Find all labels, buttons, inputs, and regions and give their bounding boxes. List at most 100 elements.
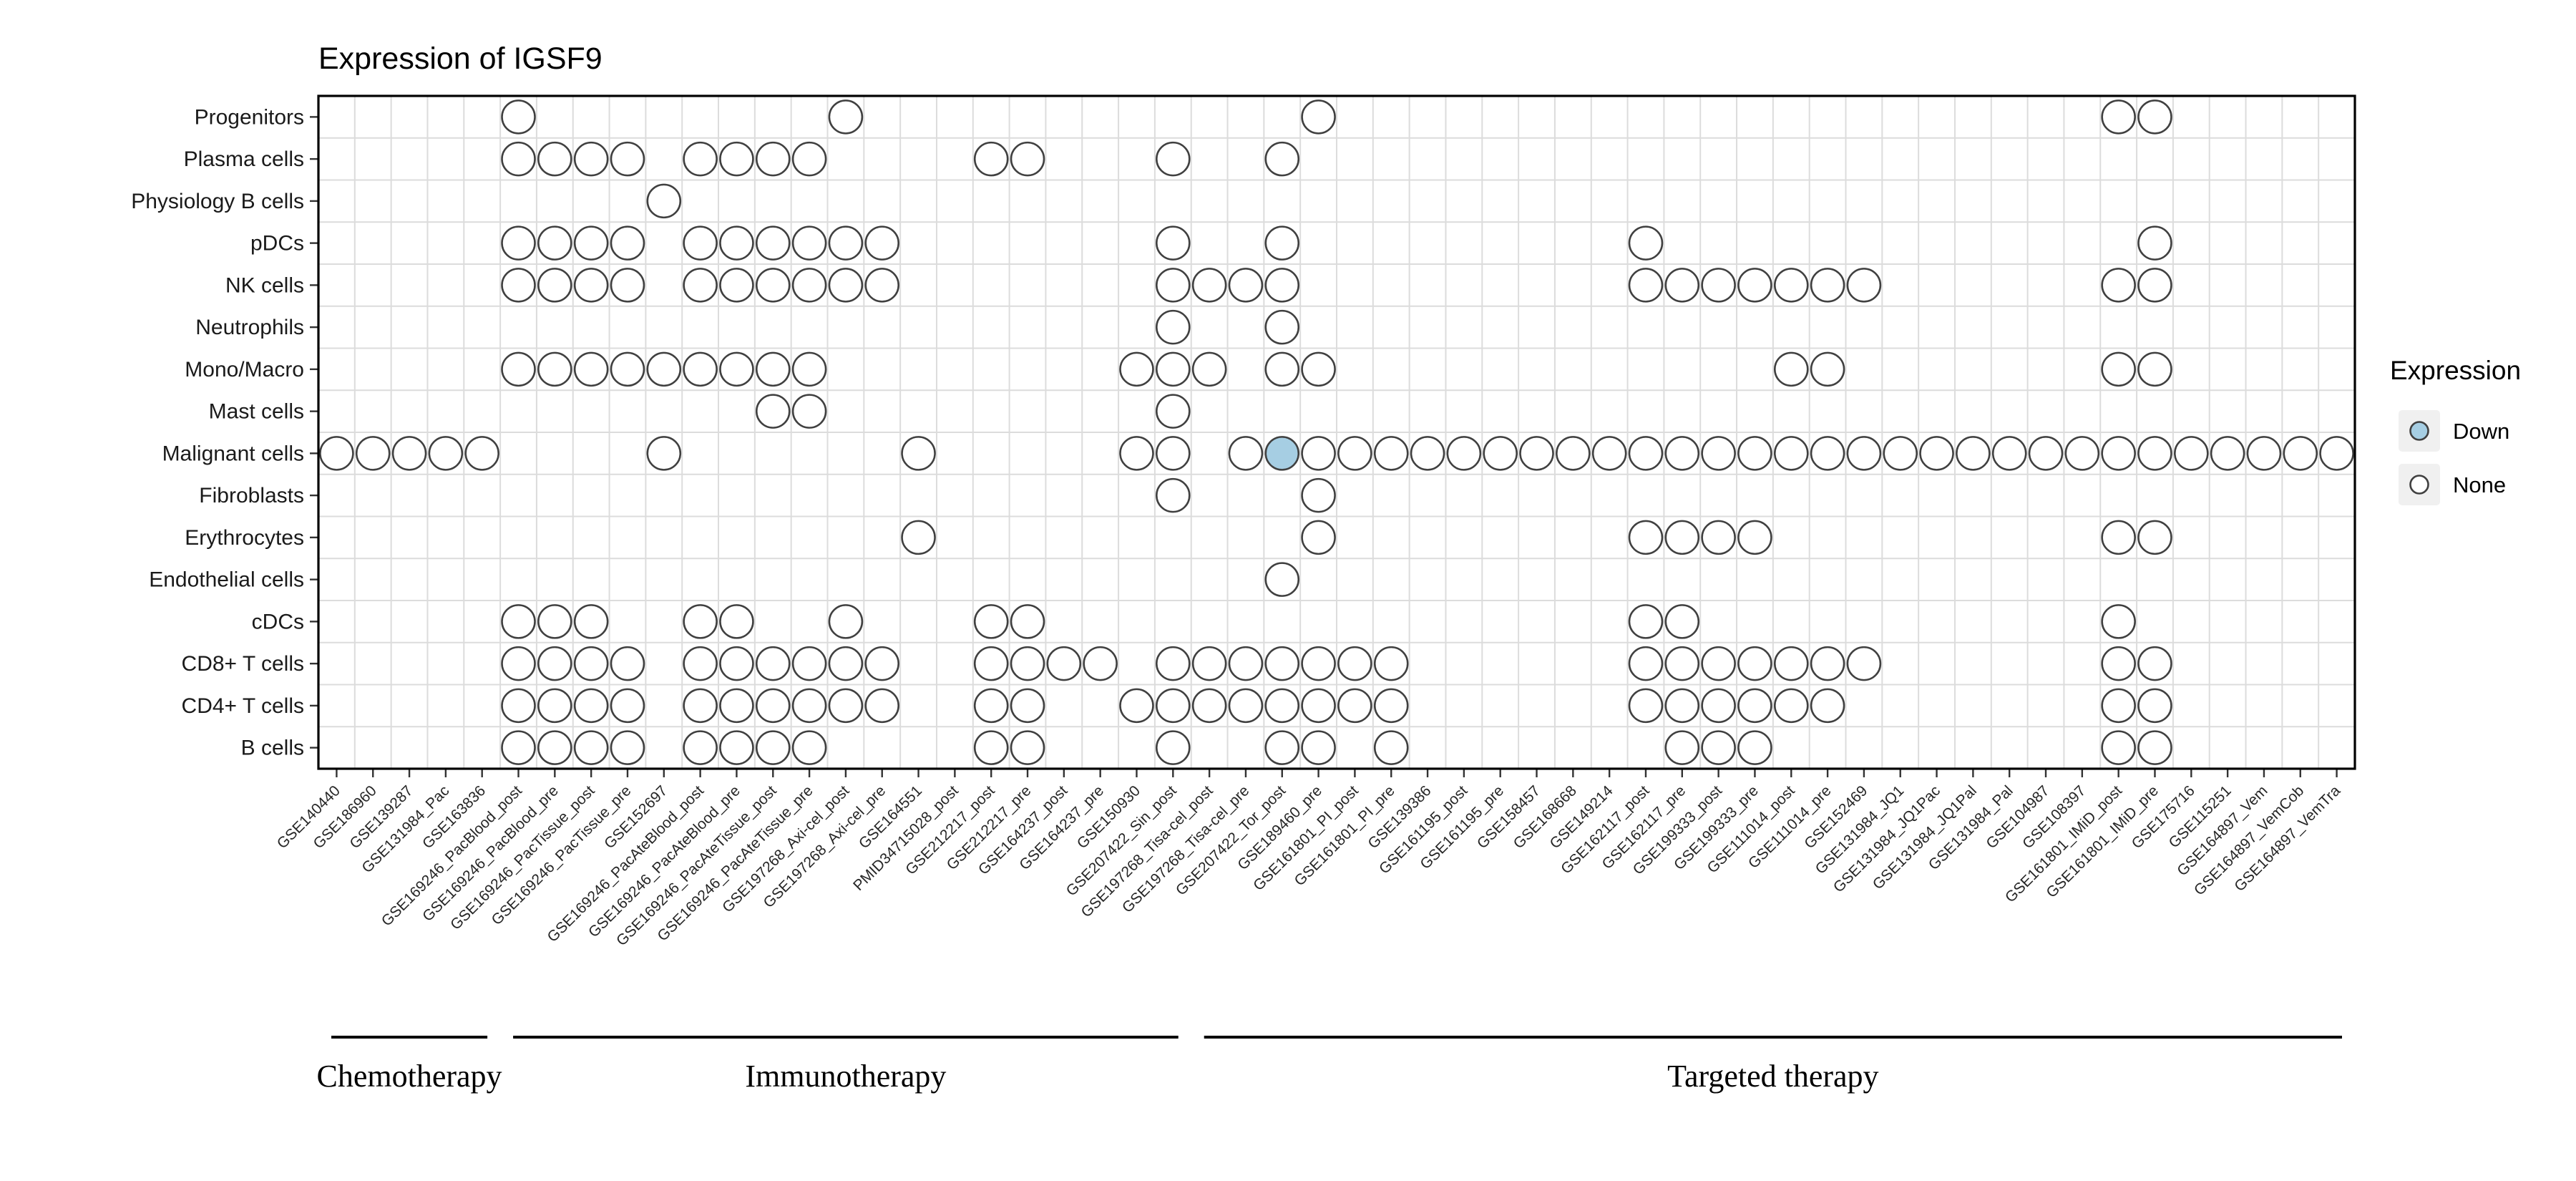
expression-dot-none: [573, 688, 609, 724]
expression-dot-none: [1701, 268, 1736, 303]
expression-dot-none: [828, 225, 864, 261]
y-axis-label: Mono/Macro: [185, 358, 304, 381]
expression-dot-none: [1373, 688, 1409, 724]
y-axis-label: Plasma cells: [184, 147, 304, 171]
expression-dot-none: [610, 141, 645, 177]
expression-dot-none: [610, 688, 645, 724]
expression-dot-none: [537, 730, 572, 765]
expression-dot-none: [791, 394, 827, 429]
expression-dot-none: [537, 351, 572, 387]
expression-dot-none: [1664, 604, 1700, 639]
expression-dot-none: [1156, 436, 1191, 471]
expression-dot-none: [1701, 436, 1736, 471]
expression-dot-none: [1156, 730, 1191, 765]
expression-dot-none: [828, 688, 864, 724]
expression-dot-none: [755, 394, 791, 429]
expression-dot-none: [537, 268, 572, 303]
expression-dot-none: [1737, 730, 1772, 765]
expression-dot-none: [1701, 646, 1736, 681]
expression-dot-none: [1337, 688, 1372, 724]
expression-dot-none: [2137, 730, 2172, 765]
y-axis-label: pDCs: [250, 232, 304, 256]
expression-dot-none: [1773, 688, 1809, 724]
expression-dot-none: [1301, 730, 1336, 765]
expression-dot-none: [464, 436, 499, 471]
expression-dot-none: [1191, 268, 1227, 303]
expression-dot-none: [1373, 646, 1409, 681]
expression-dot-none: [1156, 268, 1191, 303]
expression-dot-none: [1446, 436, 1482, 471]
expression-dot-none: [973, 688, 1009, 724]
expression-dot-none: [319, 436, 354, 471]
expression-dot-none: [2210, 436, 2245, 471]
expression-dot-none: [1301, 477, 1336, 513]
expression-dot-none: [1628, 646, 1664, 681]
expression-dot-none: [2064, 436, 2100, 471]
expression-dot-none: [610, 646, 645, 681]
expression-dot-none: [646, 351, 682, 387]
expression-dot-none: [683, 268, 718, 303]
expression-dot-none: [1337, 646, 1372, 681]
expression-dot-none: [573, 604, 609, 639]
expression-dot-none: [1010, 688, 1045, 724]
expression-dot-none: [973, 730, 1009, 765]
expression-dot-none: [1156, 225, 1191, 261]
expression-dot-none: [1083, 646, 1118, 681]
expression-dot-none: [2101, 646, 2136, 681]
y-axis-label: CD8+ T cells: [182, 652, 304, 676]
expression-dot-none: [2101, 604, 2136, 639]
expression-dot-none: [1701, 520, 1736, 555]
expression-dot-none: [501, 141, 536, 177]
expression-dot-none: [1373, 730, 1409, 765]
legend-none-dot: [2409, 475, 2429, 495]
expression-dot-none: [1119, 688, 1154, 724]
expression-dot-none: [501, 225, 536, 261]
expression-dot-none: [719, 730, 754, 765]
y-axis-label: Erythrocytes: [185, 526, 304, 550]
expression-dot-none: [1846, 436, 1882, 471]
expression-dot-down: [1264, 436, 1300, 471]
expression-dot-none: [1956, 436, 1991, 471]
expression-dot-none: [1264, 141, 1300, 177]
y-axis-label: B cells: [241, 737, 304, 760]
expression-dot-none: [1301, 351, 1336, 387]
legend-none-label: None: [2453, 472, 2506, 497]
y-axis-label: CD4+ T cells: [182, 694, 304, 718]
expression-dot-none: [1773, 268, 1809, 303]
expression-dot-none: [501, 99, 536, 135]
plot-panel-border: [317, 94, 2356, 770]
expression-dot-none: [501, 268, 536, 303]
expression-dot-none: [1264, 309, 1300, 345]
expression-dot-none: [391, 436, 427, 471]
expression-dot-none: [610, 351, 645, 387]
expression-dot-none: [2137, 351, 2172, 387]
expression-dot-none: [1737, 688, 1772, 724]
y-axis-label: Physiology B cells: [131, 190, 304, 213]
expression-dot-none: [501, 646, 536, 681]
expression-dot-none: [1846, 646, 1882, 681]
expression-dot-none: [610, 730, 645, 765]
expression-dot-none: [1628, 604, 1664, 639]
expression-dot-none: [828, 604, 864, 639]
expression-dot-none: [2137, 646, 2172, 681]
expression-dot-none: [1701, 688, 1736, 724]
expression-dot-none: [1737, 436, 1772, 471]
expression-dot-none: [1628, 688, 1664, 724]
expression-dot-none: [2174, 436, 2209, 471]
expression-dot-none: [791, 688, 827, 724]
expression-dot-none: [755, 688, 791, 724]
expression-dot-none: [1628, 225, 1664, 261]
expression-dot-none: [1883, 436, 1918, 471]
expression-dot-none: [683, 225, 718, 261]
therapy-group-label: Targeted therapy: [1667, 1059, 1878, 1094]
expression-dot-none: [755, 268, 791, 303]
expression-dot-none: [610, 268, 645, 303]
y-axis-label: Progenitors: [195, 105, 304, 129]
expression-dot-none: [2101, 688, 2136, 724]
expression-dot-none: [755, 225, 791, 261]
expression-dot-none: [1010, 604, 1045, 639]
expression-dot-none: [791, 225, 827, 261]
expression-dot-none: [1046, 646, 1082, 681]
